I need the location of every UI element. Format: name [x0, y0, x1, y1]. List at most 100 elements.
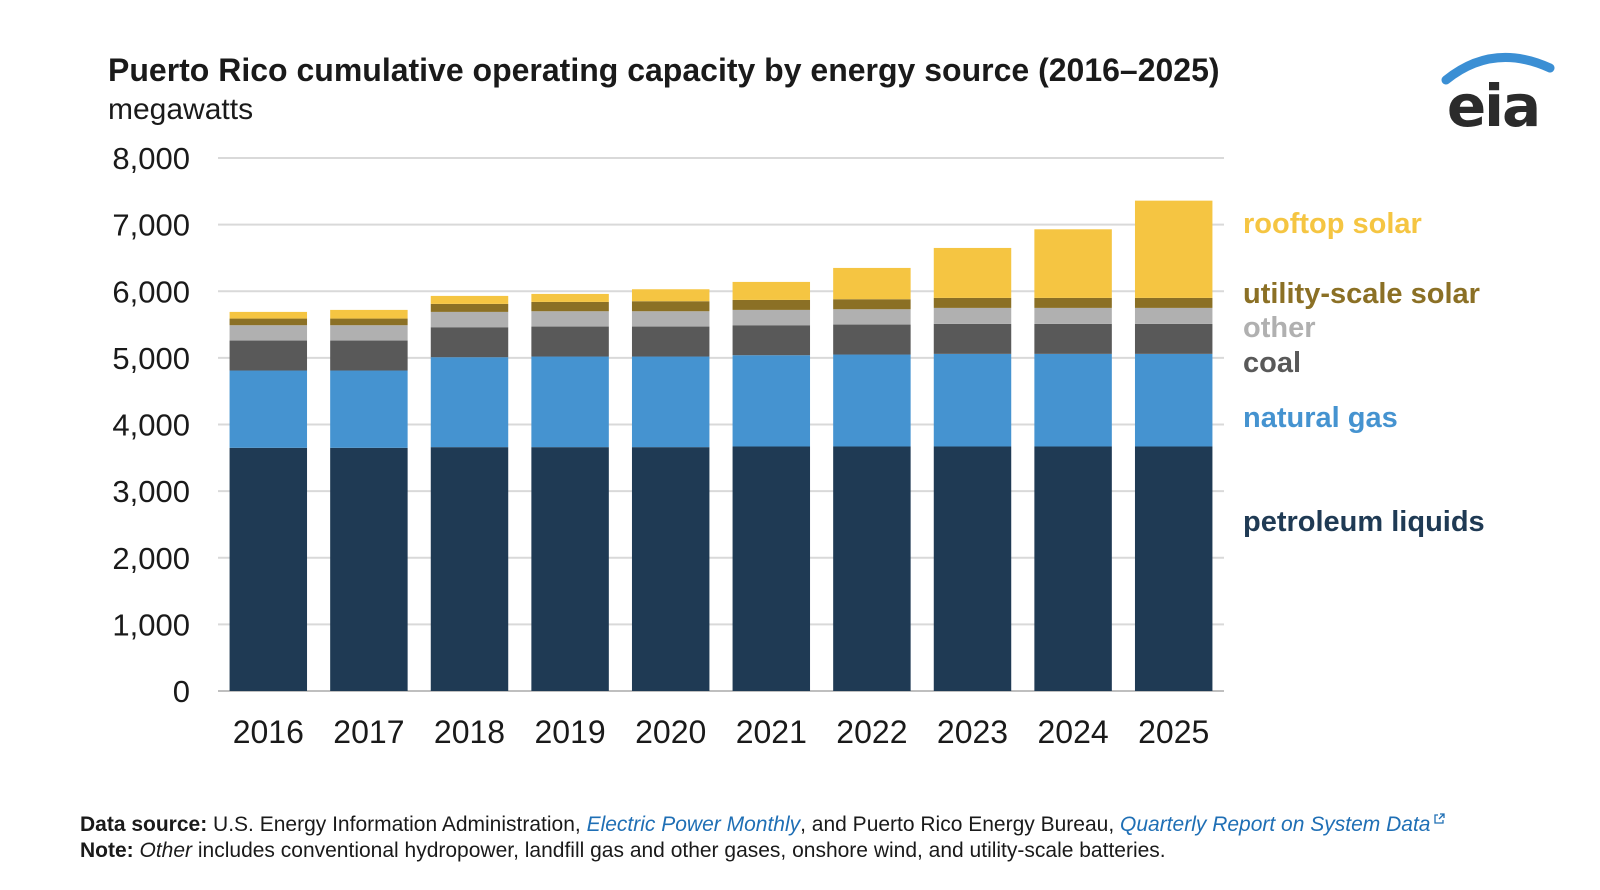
- legend-label-other: other: [1243, 312, 1316, 344]
- bar-natural_gas-2018[interactable]: [430, 357, 509, 448]
- y-tick-label: 6,000: [112, 274, 190, 309]
- bar-coal-2024[interactable]: [1034, 323, 1112, 354]
- legend-label-coal: coal: [1243, 347, 1301, 379]
- bar-petroleum_liquids-2018[interactable]: [430, 447, 509, 691]
- bar-other-2021[interactable]: [732, 309, 811, 326]
- bar-utility_scale_solar-2025[interactable]: [1134, 297, 1213, 308]
- bar-utility_scale_solar-2016[interactable]: [229, 318, 308, 326]
- bar-petroleum_liquids-2019[interactable]: [531, 447, 609, 691]
- bar-other-2022[interactable]: [833, 309, 911, 325]
- bar-natural_gas-2020[interactable]: [631, 356, 710, 448]
- bar-petroleum_liquids-2022[interactable]: [833, 446, 911, 691]
- y-tick-label: 7,000: [112, 208, 190, 243]
- x-tick-label-2019: 2019: [535, 714, 606, 750]
- bar-coal-2019[interactable]: [531, 326, 609, 357]
- bar-natural_gas-2016[interactable]: [229, 370, 308, 448]
- chart-subtitle: megawatts: [108, 93, 254, 126]
- bar-rooftop_solar-2016[interactable]: [229, 311, 308, 319]
- note-emphasis: Other: [139, 839, 193, 862]
- x-tick-label-2022: 2022: [836, 714, 907, 750]
- bar-rooftop_solar-2019[interactable]: [531, 293, 609, 302]
- bar-petroleum_liquids-2024[interactable]: [1034, 446, 1112, 691]
- legend-label-rooftop_solar: rooftop solar: [1243, 208, 1422, 240]
- x-tick-label-2023: 2023: [937, 714, 1008, 750]
- y-axis: 0 1,000 2,000 3,000 4,000 5,000 6,000 7,000 8,00…: [112, 141, 190, 709]
- y-tick-label: 0: [173, 674, 190, 709]
- x-tick-label-2020: 2020: [635, 714, 706, 750]
- stacked-bar-chart: 0 1,000 2,000 3,000 4,000 5,000 6,000 7,000 8,00…: [112, 141, 1485, 750]
- bar-petroleum_liquids-2020[interactable]: [631, 447, 710, 691]
- bar-other-2016[interactable]: [229, 325, 308, 341]
- bar-petroleum_liquids-2017[interactable]: [330, 447, 408, 691]
- note-label: Note:: [80, 839, 134, 862]
- x-tick-label-2018: 2018: [434, 714, 505, 750]
- bar-rooftop_solar-2024[interactable]: [1034, 229, 1112, 298]
- bar-petroleum_liquids-2016[interactable]: [229, 447, 308, 691]
- bar-other-2025[interactable]: [1134, 307, 1213, 324]
- bar-natural_gas-2025[interactable]: [1134, 353, 1213, 447]
- bar-coal-2017[interactable]: [330, 340, 408, 371]
- footer: Data source: U.S. Energy Information Adm…: [80, 812, 1446, 864]
- y-tick-label: 8,000: [112, 141, 190, 176]
- bar-other-2024[interactable]: [1034, 307, 1112, 324]
- bar-rooftop_solar-2021[interactable]: [732, 281, 811, 300]
- bar-coal-2023[interactable]: [933, 323, 1012, 354]
- bar-rooftop_solar-2022[interactable]: [833, 267, 911, 300]
- bar-natural_gas-2021[interactable]: [732, 355, 811, 447]
- bar-natural_gas-2024[interactable]: [1034, 353, 1112, 447]
- bar-utility_scale_solar-2018[interactable]: [430, 303, 509, 312]
- bar-utility_scale_solar-2020[interactable]: [631, 301, 710, 312]
- legend-label-natural_gas: natural gas: [1243, 402, 1398, 434]
- x-tick-label-2016: 2016: [233, 714, 304, 750]
- bar-other-2017[interactable]: [330, 325, 408, 341]
- bar-coal-2018[interactable]: [430, 327, 509, 358]
- note-text: includes conventional hydropower, landfi…: [192, 839, 1166, 862]
- y-tick-label: 5,000: [112, 341, 190, 376]
- x-tick-label-2024: 2024: [1038, 714, 1109, 750]
- bar-rooftop_solar-2018[interactable]: [430, 295, 509, 304]
- bar-coal-2021[interactable]: [732, 325, 811, 356]
- bar-coal-2020[interactable]: [631, 326, 710, 357]
- bar-rooftop_solar-2017[interactable]: [330, 309, 408, 319]
- bar-other-2019[interactable]: [531, 311, 609, 327]
- bar-rooftop_solar-2020[interactable]: [631, 289, 710, 302]
- bar-natural_gas-2023[interactable]: [933, 353, 1012, 447]
- legend-label-petroleum_liquids: petroleum liquids: [1243, 506, 1485, 538]
- bar-coal-2016[interactable]: [229, 340, 308, 371]
- electric-power-monthly-link[interactable]: Electric Power Monthly: [586, 813, 801, 836]
- data-source-line: Data source: U.S. Energy Information Adm…: [80, 812, 1446, 838]
- bar-utility_scale_solar-2019[interactable]: [531, 301, 609, 312]
- x-axis: 2016 2017 2018 2019 2020 2021 2022 2023 2024 2025: [233, 714, 1210, 750]
- y-tick-label: 3,000: [112, 474, 190, 509]
- bar-other-2018[interactable]: [430, 311, 509, 328]
- bar-natural_gas-2019[interactable]: [531, 356, 609, 448]
- bar-utility_scale_solar-2021[interactable]: [732, 299, 811, 310]
- y-tick-label: 4,000: [112, 408, 190, 443]
- bar-rooftop_solar-2025[interactable]: [1134, 200, 1213, 298]
- x-tick-label-2021: 2021: [736, 714, 807, 750]
- bar-utility_scale_solar-2017[interactable]: [330, 318, 408, 326]
- note-line: Note: Other includes conventional hydrop…: [80, 838, 1445, 864]
- bar-other-2020[interactable]: [631, 311, 710, 327]
- bar-natural_gas-2022[interactable]: [833, 354, 911, 447]
- bar-natural_gas-2017[interactable]: [330, 370, 408, 448]
- data-source-label: Data source:: [80, 813, 208, 836]
- external-link-icon[interactable]: [1433, 813, 1446, 825]
- bar-coal-2025[interactable]: [1134, 323, 1213, 354]
- logo-swoosh-icon: [1441, 53, 1555, 85]
- eia-logo[interactable]: eia: [1438, 50, 1558, 140]
- bar-utility_scale_solar-2024[interactable]: [1034, 297, 1112, 308]
- bar-utility_scale_solar-2022[interactable]: [833, 299, 911, 310]
- x-tick-label-2025: 2025: [1138, 714, 1209, 750]
- bar-petroleum_liquids-2021[interactable]: [732, 446, 811, 691]
- bar-utility_scale_solar-2023[interactable]: [933, 297, 1012, 308]
- data-source-text-2: , and Puerto Rico Energy Bureau,: [800, 813, 1120, 836]
- bar-rooftop_solar-2023[interactable]: [933, 247, 1012, 298]
- quarterly-report-link[interactable]: Quarterly Report on System Data: [1120, 813, 1431, 836]
- bar-other-2023[interactable]: [933, 307, 1012, 324]
- bar-coal-2022[interactable]: [833, 324, 911, 355]
- bar-petroleum_liquids-2023[interactable]: [933, 446, 1012, 691]
- bar-petroleum_liquids-2025[interactable]: [1134, 446, 1213, 691]
- data-source-text-1: U.S. Energy Information Administration,: [207, 813, 587, 836]
- y-tick-label: 1,000: [112, 607, 190, 642]
